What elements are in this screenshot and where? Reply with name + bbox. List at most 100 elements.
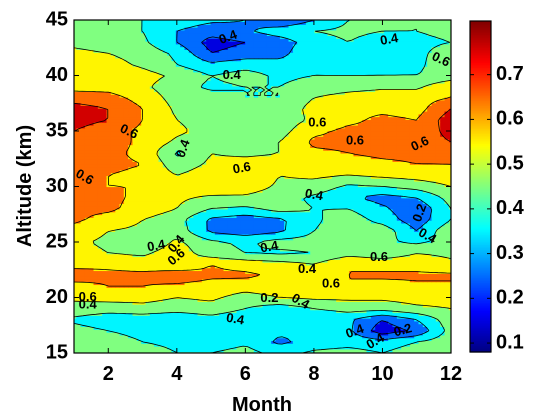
contour-band-cell bbox=[236, 203, 242, 207]
contour-band-cell bbox=[210, 298, 216, 302]
contour-band-cell bbox=[197, 304, 203, 308]
contour-band-cell bbox=[180, 290, 186, 294]
contour-band-cell bbox=[253, 228, 259, 232]
contour-band-cell bbox=[418, 309, 424, 314]
contour-band-cell bbox=[258, 278, 264, 283]
contour-band-cell bbox=[440, 318, 446, 322]
contour-band-cell bbox=[292, 351, 298, 353]
contour-band-cell bbox=[197, 329, 203, 333]
contour-band-cell bbox=[314, 228, 320, 232]
contour-band-cell bbox=[253, 239, 259, 244]
contour-band-cell bbox=[223, 203, 229, 207]
contour-band-cell bbox=[106, 301, 112, 305]
contour-band-cell bbox=[232, 259, 238, 263]
contour-band-cell bbox=[440, 329, 446, 333]
contour-band-cell bbox=[318, 234, 324, 238]
contour-band-cell bbox=[266, 343, 272, 347]
contour-band-cell bbox=[418, 206, 424, 210]
contour-band-cell bbox=[141, 248, 147, 252]
contour-band-cell bbox=[323, 304, 329, 308]
contour-band-cell bbox=[344, 318, 350, 322]
contour-band-cell bbox=[84, 197, 90, 202]
contour-band-cell bbox=[253, 222, 259, 227]
contour-band-cell bbox=[401, 318, 407, 322]
contour-band-cell bbox=[271, 284, 277, 288]
contour-band-cell bbox=[266, 281, 272, 286]
contour-band-cell bbox=[379, 264, 385, 269]
contour-band-cell bbox=[219, 276, 225, 280]
contour-band-cell bbox=[188, 301, 194, 305]
contour-band-cell bbox=[344, 276, 350, 280]
contour-band-cell bbox=[180, 295, 186, 300]
contour-band-cell bbox=[301, 262, 307, 266]
contour-band-cell bbox=[435, 351, 441, 353]
contour-band-cell bbox=[401, 304, 407, 308]
contour-band-cell bbox=[349, 203, 355, 207]
contour-band-cell bbox=[197, 217, 203, 221]
contour-band-cell bbox=[171, 197, 177, 202]
contour-band-cell bbox=[206, 222, 212, 227]
contour-band-cell bbox=[448, 318, 451, 322]
contour-band-cell bbox=[305, 334, 311, 339]
contour-band-cell bbox=[236, 242, 242, 246]
contour-band-cell bbox=[409, 340, 415, 344]
contour-band-cell bbox=[245, 208, 251, 213]
contour-band-cell bbox=[184, 250, 190, 255]
contour-band-cell bbox=[331, 231, 337, 235]
contour-band-cell bbox=[323, 256, 329, 260]
contour-band-cell bbox=[162, 239, 168, 244]
contour-band-cell bbox=[266, 248, 272, 252]
contour-band-cell bbox=[396, 284, 402, 288]
contour-band-cell bbox=[392, 301, 398, 305]
contour-band-cell bbox=[297, 248, 303, 252]
contour-band-cell bbox=[115, 309, 121, 314]
contour-band-cell bbox=[193, 348, 199, 353]
contour-band-cell bbox=[331, 278, 337, 283]
contour-band-cell bbox=[349, 262, 355, 266]
contour-band-cell bbox=[128, 292, 134, 297]
contour-band-cell bbox=[158, 304, 164, 308]
contour-band-cell bbox=[323, 337, 329, 342]
contour-band-cell bbox=[414, 270, 420, 274]
contour-band-cell bbox=[435, 239, 441, 244]
contour-band-cell bbox=[279, 267, 285, 272]
contour-band-cell bbox=[145, 194, 151, 199]
contour-band-cell bbox=[405, 292, 411, 297]
contour-band-cell bbox=[93, 334, 99, 339]
contour-band-cell bbox=[279, 309, 285, 314]
contour-band-cell bbox=[223, 340, 229, 344]
contour-band-cell bbox=[253, 231, 259, 235]
contour-band-cell bbox=[162, 334, 168, 339]
contour-band-cell bbox=[357, 284, 363, 288]
contour-band-cell bbox=[123, 301, 129, 305]
contour-band-cell bbox=[288, 225, 294, 230]
contour-band-cell bbox=[349, 306, 355, 311]
contour-band-cell bbox=[214, 334, 220, 339]
contour-band-cell bbox=[227, 242, 233, 246]
contour-band-cell bbox=[353, 253, 359, 258]
contour-band-cell bbox=[262, 214, 268, 218]
contour-band-cell bbox=[115, 256, 121, 260]
contour-band-cell bbox=[448, 214, 451, 218]
contour-band-cell bbox=[245, 312, 251, 316]
contour-band-cell bbox=[392, 225, 398, 230]
contour-band-cell bbox=[201, 340, 207, 344]
contour-band-cell bbox=[180, 343, 186, 347]
contour-band-cell bbox=[427, 273, 433, 277]
contour-band-cell bbox=[388, 287, 394, 291]
contour-band-cell bbox=[396, 245, 402, 249]
contour-band-cell bbox=[327, 248, 333, 252]
contour-band-cell bbox=[110, 326, 116, 330]
contour-band-cell bbox=[279, 343, 285, 347]
contour-band-cell bbox=[245, 264, 251, 269]
contour-band-cell bbox=[388, 225, 394, 230]
contour-band-cell bbox=[401, 208, 407, 213]
contour-band-cell bbox=[375, 253, 381, 258]
contour-band-cell bbox=[275, 281, 281, 286]
contour-band-cell bbox=[210, 323, 216, 328]
contour-band-cell bbox=[84, 326, 90, 330]
contour-band-cell bbox=[344, 292, 350, 297]
contour-band-cell bbox=[396, 287, 402, 291]
contour-band-cell bbox=[409, 351, 415, 353]
contour-band-cell bbox=[336, 273, 342, 277]
